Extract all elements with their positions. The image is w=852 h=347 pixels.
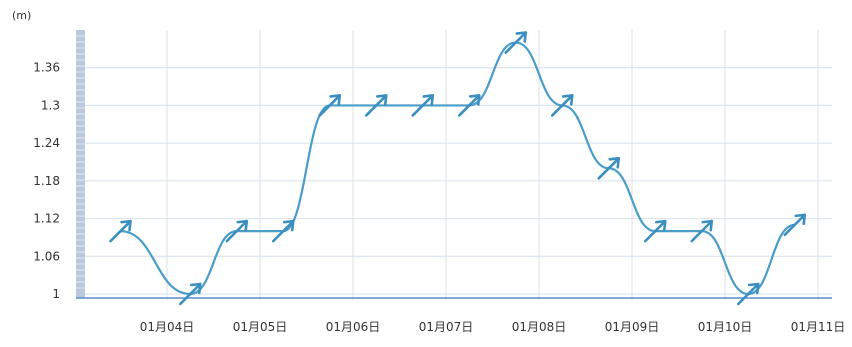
x-tick-label: 01月06日 [326,320,381,334]
arrow-shaft [109,219,132,243]
northeast-arrow-icon [736,282,760,306]
northeast-arrow-icon [643,219,667,243]
northeast-arrow-icon [550,94,574,117]
northeast-arrow-icon [109,219,132,243]
arrow-shaft [550,94,574,117]
northeast-arrow-icon [225,219,249,243]
y-tick-label: 1.3 [41,98,60,112]
y-tick-label: 1.18 [33,174,60,188]
x-tick-label: 01月10日 [698,320,753,334]
arrow-head [120,219,132,232]
arrow-head [236,219,249,232]
arrow-head [747,282,760,295]
direction-markers [109,31,807,306]
axes [76,30,832,299]
arrow-shaft [597,156,621,180]
northeast-arrow-icon [271,219,295,243]
x-tick-label: 01月09日 [605,320,660,334]
x-tick-label: 01月07日 [419,320,474,334]
northeast-arrow-icon [597,156,621,180]
northeast-arrow-icon [318,94,342,117]
x-tick-label: 01月11日 [791,320,846,334]
arrow-shaft [271,219,295,243]
tick-labels: 1 1.06 1.12 1.18 1.24 1.3 1.36 01月04日 01月05日 01月0… [33,61,845,334]
y-tick-label: 1 [52,287,60,301]
arrow-shaft [690,219,714,243]
y-unit-label: (m) [12,9,31,22]
arrow-head [468,94,481,106]
arrow-head [189,282,202,295]
arrow-shaft [736,282,760,306]
x-tick-label: 01月04日 [140,320,195,334]
grid [83,30,832,300]
arrow-shaft [318,94,342,117]
northeast-arrow-icon [457,94,481,117]
arrow-head [515,31,528,43]
arrow-head [794,213,807,226]
arrow-head [375,94,388,106]
y-tick-label: 1.36 [33,61,60,75]
arrow-shaft [364,94,388,117]
arrow-head [561,94,574,106]
northeast-arrow-icon [178,282,202,306]
y-tick-label: 1.12 [33,212,60,226]
arrow-shaft [178,282,202,306]
arrow-head [329,94,342,106]
x-tick-label: 01月08日 [512,320,567,334]
y-tick-label: 1.06 [33,249,60,263]
arrow-shaft [457,94,481,117]
arrow-shaft [504,31,528,54]
arrow-head [422,94,435,106]
northeast-arrow-icon [504,31,528,54]
x-tick-label: 01月05日 [233,320,288,334]
northeast-arrow-icon [783,213,807,237]
arrow-head [654,219,667,232]
northeast-arrow-icon [690,219,714,243]
arrow-head [282,219,295,232]
northeast-arrow-icon [411,94,435,117]
arrow-shaft [225,219,249,243]
arrow-shaft [411,94,435,117]
arrow-shaft [783,213,807,237]
arrow-shaft [643,219,667,243]
northeast-arrow-icon [364,94,388,117]
arrow-head [608,156,621,169]
y-tick-label: 1.24 [33,136,60,150]
arrow-head [701,219,714,232]
y-axis-band [76,30,85,298]
